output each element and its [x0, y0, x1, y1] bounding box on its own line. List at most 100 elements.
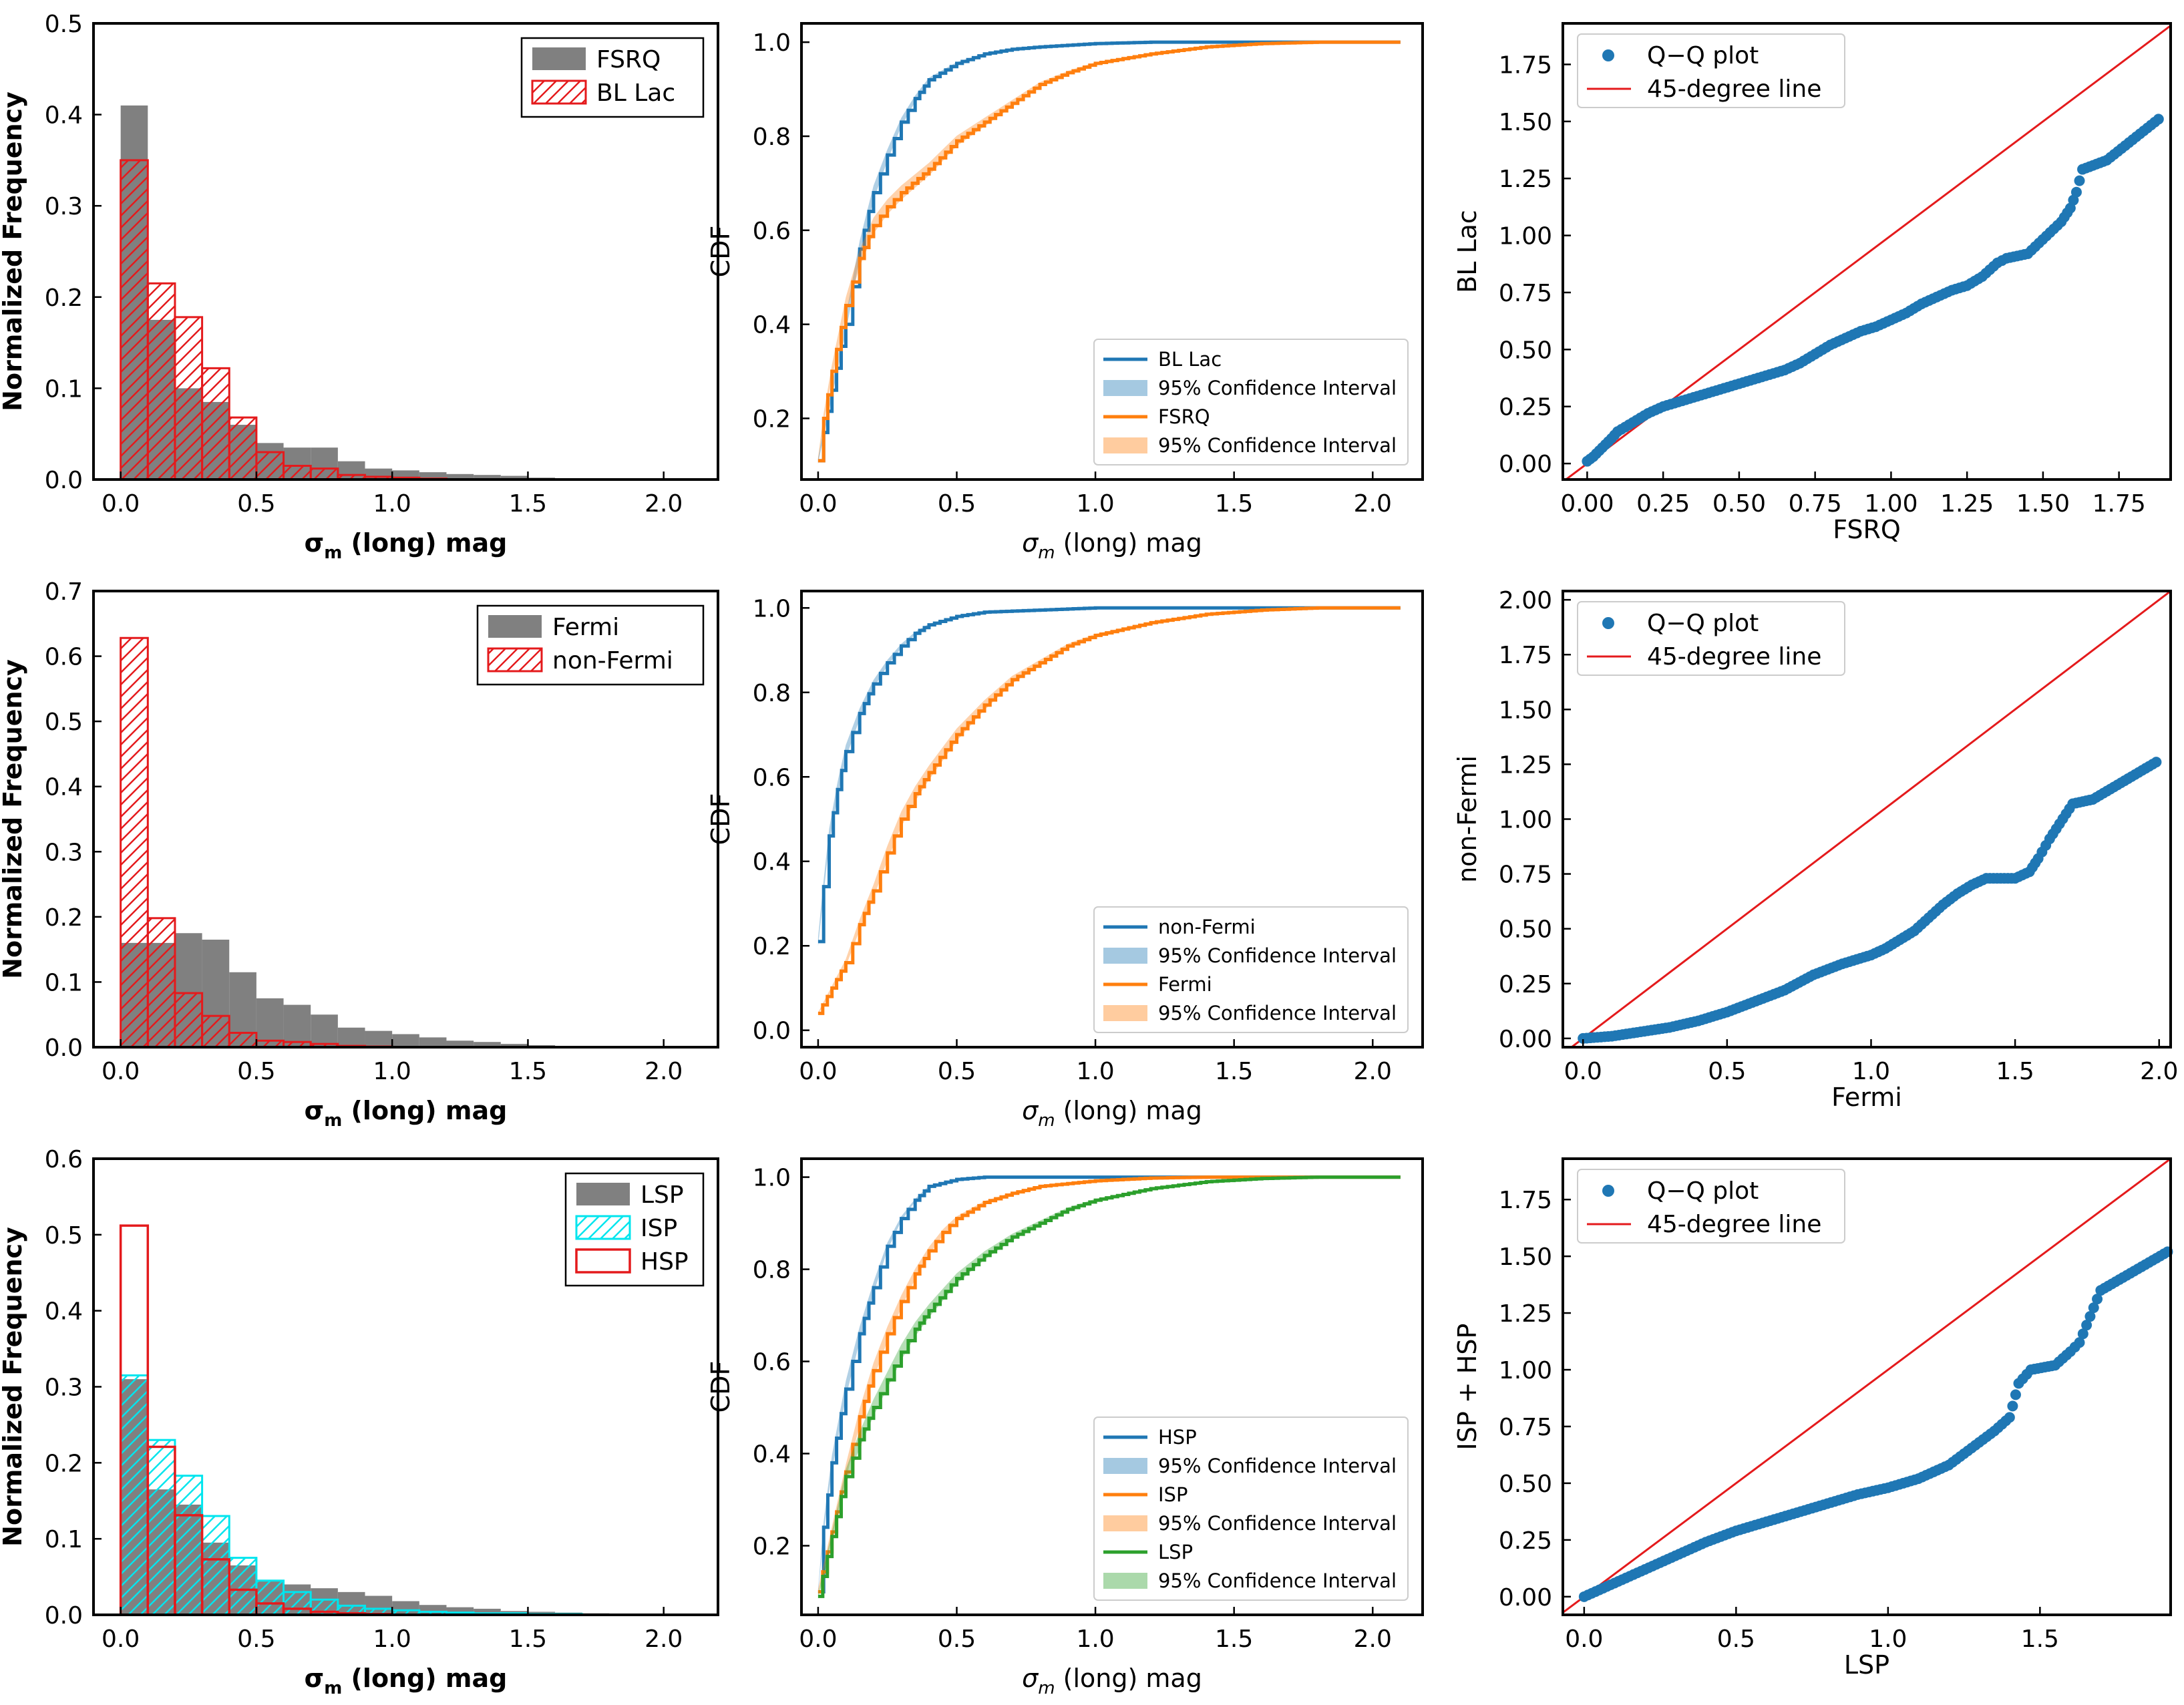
bar-fermi — [283, 1004, 311, 1047]
legend-label: 95% Confidence Interval — [1158, 1002, 1397, 1024]
x-label-subscript: m — [324, 1678, 342, 1698]
legend-marker-swatch — [1602, 49, 1614, 61]
bar-isp — [146, 1439, 176, 1616]
x-label-subscript: m — [1038, 1111, 1055, 1131]
legend-label: LSP — [641, 1181, 684, 1209]
y-tick-label: 0.4 — [45, 102, 83, 130]
x-tick-label: 0.5 — [938, 1626, 976, 1653]
legend: non-Fermi 95% Confidence Interval Fermi 95%… — [1093, 906, 1409, 1033]
x-label-subscript: m — [1038, 543, 1055, 563]
y-tick-label: 1.75 — [1499, 642, 1552, 669]
x-tick-label: 1.5 — [509, 1626, 547, 1653]
cdf-line-bl-lac — [817, 40, 1401, 463]
axes-frame — [92, 22, 719, 481]
bar-fermi — [365, 1030, 393, 1047]
y-tick-label: 0.25 — [1499, 394, 1552, 421]
x-label-rest: (long) mag — [342, 528, 507, 558]
y-tick-label: 0.4 — [753, 312, 791, 339]
bar-fsrq — [474, 475, 501, 480]
y-axis-label: CDF — [706, 1361, 735, 1413]
y-tick-label: 1.75 — [1499, 1187, 1552, 1214]
legend-box — [1577, 601, 1845, 676]
y-tick-label: 0.1 — [45, 375, 83, 403]
x-label-rest: (long) mag — [1055, 1096, 1202, 1125]
x-tick-label: 1.5 — [509, 1058, 547, 1085]
legend-label: BL Lac — [596, 79, 675, 107]
x-tick-label: 0.75 — [1789, 490, 1842, 518]
y-tick-label: 0.75 — [1499, 280, 1552, 307]
qq-point — [2070, 186, 2082, 198]
legend-label: 45-degree line — [1647, 75, 1821, 103]
x-tick-label: 0.5 — [938, 490, 976, 518]
diagonal-line — [1563, 1159, 2171, 1614]
bar-non-fermi — [201, 1014, 230, 1049]
diagonal-line — [1570, 591, 2171, 1047]
x-tick-label: 1.5 — [1215, 1626, 1253, 1653]
bar-bl-lac — [146, 282, 176, 481]
legend-swatch — [575, 1248, 631, 1274]
legend-swatch — [531, 79, 587, 105]
y-tick-label: 0.3 — [45, 193, 83, 220]
legend-label: FSRQ — [1158, 405, 1210, 428]
x-label-sigma: σ — [1022, 528, 1039, 558]
axes-frame — [800, 590, 1424, 1049]
qq-point — [2007, 1400, 2018, 1412]
y-tick-label: 1.0 — [753, 1165, 791, 1192]
y-tick-label: 0.6 — [45, 644, 83, 671]
y-tick-label: 0.00 — [1499, 451, 1552, 478]
y-tick-label: 1.00 — [1499, 1357, 1552, 1384]
legend-label: ISP — [641, 1215, 677, 1242]
x-label-rest: (long) mag — [342, 1664, 507, 1693]
x-axis-label: σm (long) mag — [305, 1664, 508, 1698]
legend-label: Q−Q plot — [1647, 610, 1759, 637]
x-tick-label: 1.0 — [373, 1058, 411, 1085]
bar-fsrq — [446, 473, 474, 480]
bar-non-fermi — [120, 636, 149, 1049]
x-label-sigma: σ — [305, 1664, 325, 1693]
x-tick-label: 0.0 — [102, 1058, 140, 1085]
y-tick-label: 0.7 — [45, 578, 83, 606]
legend-band-swatch — [1103, 380, 1147, 396]
legend: Q−Q plot 45-degree line — [1577, 1169, 1845, 1244]
x-tick-label: 1.50 — [2016, 490, 2070, 518]
legend-label: LSP — [1158, 1541, 1193, 1563]
bar-fermi — [256, 998, 284, 1047]
legend-band-swatch — [1103, 1515, 1147, 1531]
legend-label: 95% Confidence Interval — [1158, 944, 1397, 967]
y-tick-label: 1.25 — [1499, 751, 1552, 779]
bar-fermi — [446, 1040, 474, 1047]
x-tick-label: 0.0 — [1564, 1058, 1602, 1085]
x-axis-label: Fermi — [1831, 1083, 1902, 1112]
legend-band-swatch — [1103, 948, 1147, 964]
legend: LSP ISP HSP — [564, 1172, 705, 1287]
y-tick-label: 0.4 — [753, 849, 791, 876]
x-tick-label: 1.0 — [373, 490, 411, 518]
y-tick-label: 0.50 — [1499, 916, 1552, 944]
cdf-line-fsrq — [817, 40, 1401, 463]
bar-fermi — [500, 1044, 528, 1047]
legend-box — [1093, 906, 1409, 1033]
legend-marker-swatch — [1602, 1185, 1614, 1197]
legend-label: 95% Confidence Interval — [1158, 1455, 1397, 1477]
legend-label: FSRQ — [596, 46, 661, 73]
legend-label: ISP — [1158, 1483, 1188, 1506]
x-tick-label: 2.0 — [645, 490, 683, 518]
x-label-sigma: σ — [305, 528, 325, 558]
bar-fermi — [337, 1027, 365, 1047]
bar-fermi — [419, 1037, 447, 1047]
bar-isp — [283, 1591, 312, 1616]
x-tick-label: 1.0 — [1869, 1626, 1907, 1653]
y-axis-label: Normalized Frequency — [0, 91, 27, 411]
legend-band-swatch — [1103, 1573, 1147, 1589]
y-tick-label: 1.50 — [1499, 1244, 1552, 1271]
x-label-rest: (long) mag — [342, 1096, 507, 1125]
histogram-panel-7: 0.0 0.5 1.0 1.5 2.0 0.0 0.1 0.2 0.3 0.4 0.5 0.6 σm (… — [0, 1146, 719, 1698]
legend-swatch — [532, 47, 586, 70]
x-tick-label: 0.5 — [1717, 1626, 1755, 1653]
x-tick-label: 2.0 — [645, 1058, 683, 1085]
legend-label: non-Fermi — [552, 647, 673, 675]
y-tick-label: 1.25 — [1499, 166, 1552, 193]
bar-lsp — [474, 1608, 501, 1615]
legend-band-swatch — [1103, 1458, 1147, 1474]
qq-point — [2010, 1389, 2021, 1400]
